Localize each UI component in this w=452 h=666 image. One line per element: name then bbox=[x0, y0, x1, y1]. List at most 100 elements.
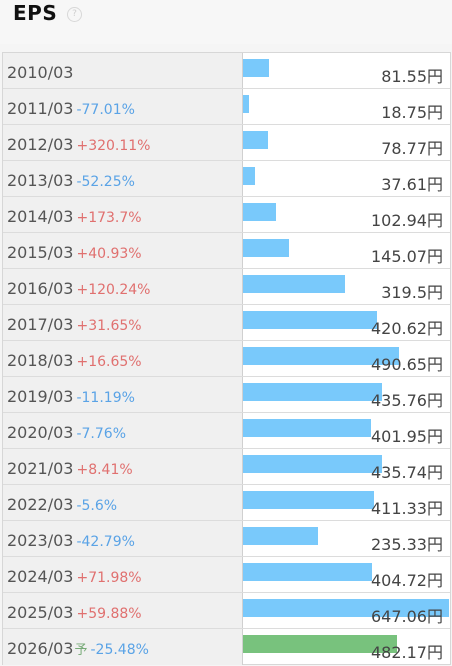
change-percent: +173.7% bbox=[76, 210, 142, 226]
change-percent: -5.6% bbox=[76, 498, 118, 514]
period-cell: 2013/03 -52.25% bbox=[3, 161, 243, 196]
eps-bar bbox=[243, 275, 345, 293]
bar-cell: 81.55円 bbox=[243, 53, 450, 88]
eps-value: 435.76円 bbox=[371, 391, 443, 410]
period-label: 2010/03 bbox=[7, 63, 74, 82]
bar-cell: 102.94円 bbox=[243, 197, 450, 232]
change-percent: +8.41% bbox=[76, 462, 133, 478]
table-row: 2013/03 -52.25% 37.61円 bbox=[3, 161, 450, 197]
period-cell: 2017/03 +31.65% bbox=[3, 305, 243, 340]
period-label: 2025/03 +59.88% bbox=[7, 603, 142, 622]
bar-cell: 401.95円 bbox=[243, 413, 450, 448]
change-percent: -11.19% bbox=[76, 390, 135, 406]
bar-cell: 18.75円 bbox=[243, 89, 450, 124]
period-label: 2018/03 +16.65% bbox=[7, 351, 142, 370]
period-cell: 2015/03 +40.93% bbox=[3, 233, 243, 268]
change-percent: -42.79% bbox=[76, 534, 135, 550]
bar-cell: 411.33円 bbox=[243, 485, 450, 520]
period-cell: 2023/03 -42.79% bbox=[3, 521, 243, 556]
period-cell: 2011/03 -77.01% bbox=[3, 89, 243, 124]
change-percent: -52.25% bbox=[76, 174, 135, 190]
table-row: 2015/03 +40.93% 145.07円 bbox=[3, 233, 450, 269]
change-percent: +16.65% bbox=[76, 354, 142, 370]
eps-bar bbox=[243, 311, 377, 329]
bar-cell: 78.77円 bbox=[243, 125, 450, 160]
period-label: 2022/03 -5.6% bbox=[7, 495, 118, 514]
table-row: 2025/03 +59.88% 647.06円 bbox=[3, 593, 450, 629]
table-row: 2021/03 +8.41% 435.74円 bbox=[3, 449, 450, 485]
eps-bar bbox=[243, 95, 249, 113]
period-cell: 2026/03予 -25.48% bbox=[3, 629, 243, 665]
period-label: 2019/03 -11.19% bbox=[7, 387, 135, 406]
forecast-mark: 予 bbox=[74, 643, 88, 658]
change-percent: -25.48% bbox=[90, 642, 149, 658]
eps-value: 401.95円 bbox=[371, 427, 443, 446]
table-row: 2014/03 +173.7% 102.94円 bbox=[3, 197, 450, 233]
eps-value: 411.33円 bbox=[371, 499, 443, 518]
eps-value: 482.17円 bbox=[371, 643, 443, 662]
section-title: EPS bbox=[13, 1, 58, 25]
table-row: 2024/03 +71.98% 404.72円 bbox=[3, 557, 450, 593]
table-row: 2017/03 +31.65% 420.62円 bbox=[3, 305, 450, 341]
table-row: 2012/03 +320.11% 78.77円 bbox=[3, 125, 450, 161]
eps-value: 490.65円 bbox=[371, 355, 443, 374]
change-percent: +71.98% bbox=[76, 570, 142, 586]
change-percent: -77.01% bbox=[76, 102, 135, 118]
eps-bar bbox=[243, 563, 372, 581]
bar-cell: 235.33円 bbox=[243, 521, 450, 556]
eps-bar bbox=[243, 131, 268, 149]
table-row: 2010/03 81.55円 bbox=[3, 53, 450, 89]
table-row: 2020/03 -7.76% 401.95円 bbox=[3, 413, 450, 449]
change-percent: +40.93% bbox=[76, 246, 142, 262]
bar-cell: 647.06円 bbox=[243, 593, 450, 628]
period-label: 2012/03 +320.11% bbox=[7, 135, 151, 154]
period-cell: 2024/03 +71.98% bbox=[3, 557, 243, 592]
eps-value: 78.77円 bbox=[381, 139, 443, 158]
period-cell: 2019/03 -11.19% bbox=[3, 377, 243, 412]
change-percent: +59.88% bbox=[76, 606, 142, 622]
eps-value: 435.74円 bbox=[371, 463, 443, 482]
eps-value: 420.62円 bbox=[371, 319, 443, 338]
eps-value: 37.61円 bbox=[381, 175, 443, 194]
eps-bar bbox=[243, 527, 318, 545]
eps-bar bbox=[243, 491, 374, 509]
question-circle-icon[interactable]: ? bbox=[67, 7, 82, 22]
period-cell: 2014/03 +173.7% bbox=[3, 197, 243, 232]
period-label: 2021/03 +8.41% bbox=[7, 459, 133, 478]
table-row: 2011/03 -77.01% 18.75円 bbox=[3, 89, 450, 125]
period-label: 2013/03 -52.25% bbox=[7, 171, 135, 190]
eps-bar bbox=[243, 167, 255, 185]
bar-cell: 435.76円 bbox=[243, 377, 450, 412]
eps-bar bbox=[243, 59, 269, 77]
table-row: 2016/03 +120.24% 319.5円 bbox=[3, 269, 450, 305]
period-cell: 2025/03 +59.88% bbox=[3, 593, 243, 628]
bar-cell: 482.17円 bbox=[243, 629, 450, 665]
bar-cell: 37.61円 bbox=[243, 161, 450, 196]
period-label: 2026/03予 -25.48% bbox=[7, 639, 149, 658]
period-cell: 2010/03 bbox=[3, 53, 243, 88]
eps-table: 2010/03 81.55円 2011/03 -77.01% 18.75円 2012/03… bbox=[2, 52, 451, 665]
eps-value: 404.72円 bbox=[371, 571, 443, 590]
table-row: 2019/03 -11.19% 435.76円 bbox=[3, 377, 450, 413]
table-row: 2018/03 +16.65% 490.65円 bbox=[3, 341, 450, 377]
bar-cell: 435.74円 bbox=[243, 449, 450, 484]
change-percent: +31.65% bbox=[76, 318, 142, 334]
eps-value: 18.75円 bbox=[381, 103, 443, 122]
eps-value: 102.94円 bbox=[371, 211, 443, 230]
eps-bar bbox=[243, 599, 449, 617]
eps-value: 145.07円 bbox=[371, 247, 443, 266]
period-label: 2015/03 +40.93% bbox=[7, 243, 142, 262]
change-percent: -7.76% bbox=[76, 426, 126, 442]
period-label: 2011/03 -77.01% bbox=[7, 99, 135, 118]
bar-cell: 490.65円 bbox=[243, 341, 450, 376]
eps-bar bbox=[243, 239, 289, 257]
eps-bar bbox=[243, 455, 382, 473]
period-label: 2024/03 +71.98% bbox=[7, 567, 142, 586]
eps-value: 81.55円 bbox=[381, 67, 443, 86]
period-label: 2020/03 -7.76% bbox=[7, 423, 126, 442]
period-label: 2023/03 -42.79% bbox=[7, 531, 135, 550]
change-percent: +320.11% bbox=[76, 138, 151, 154]
period-label: 2017/03 +31.65% bbox=[7, 315, 142, 334]
period-cell: 2021/03 +8.41% bbox=[3, 449, 243, 484]
eps-bar bbox=[243, 419, 371, 437]
